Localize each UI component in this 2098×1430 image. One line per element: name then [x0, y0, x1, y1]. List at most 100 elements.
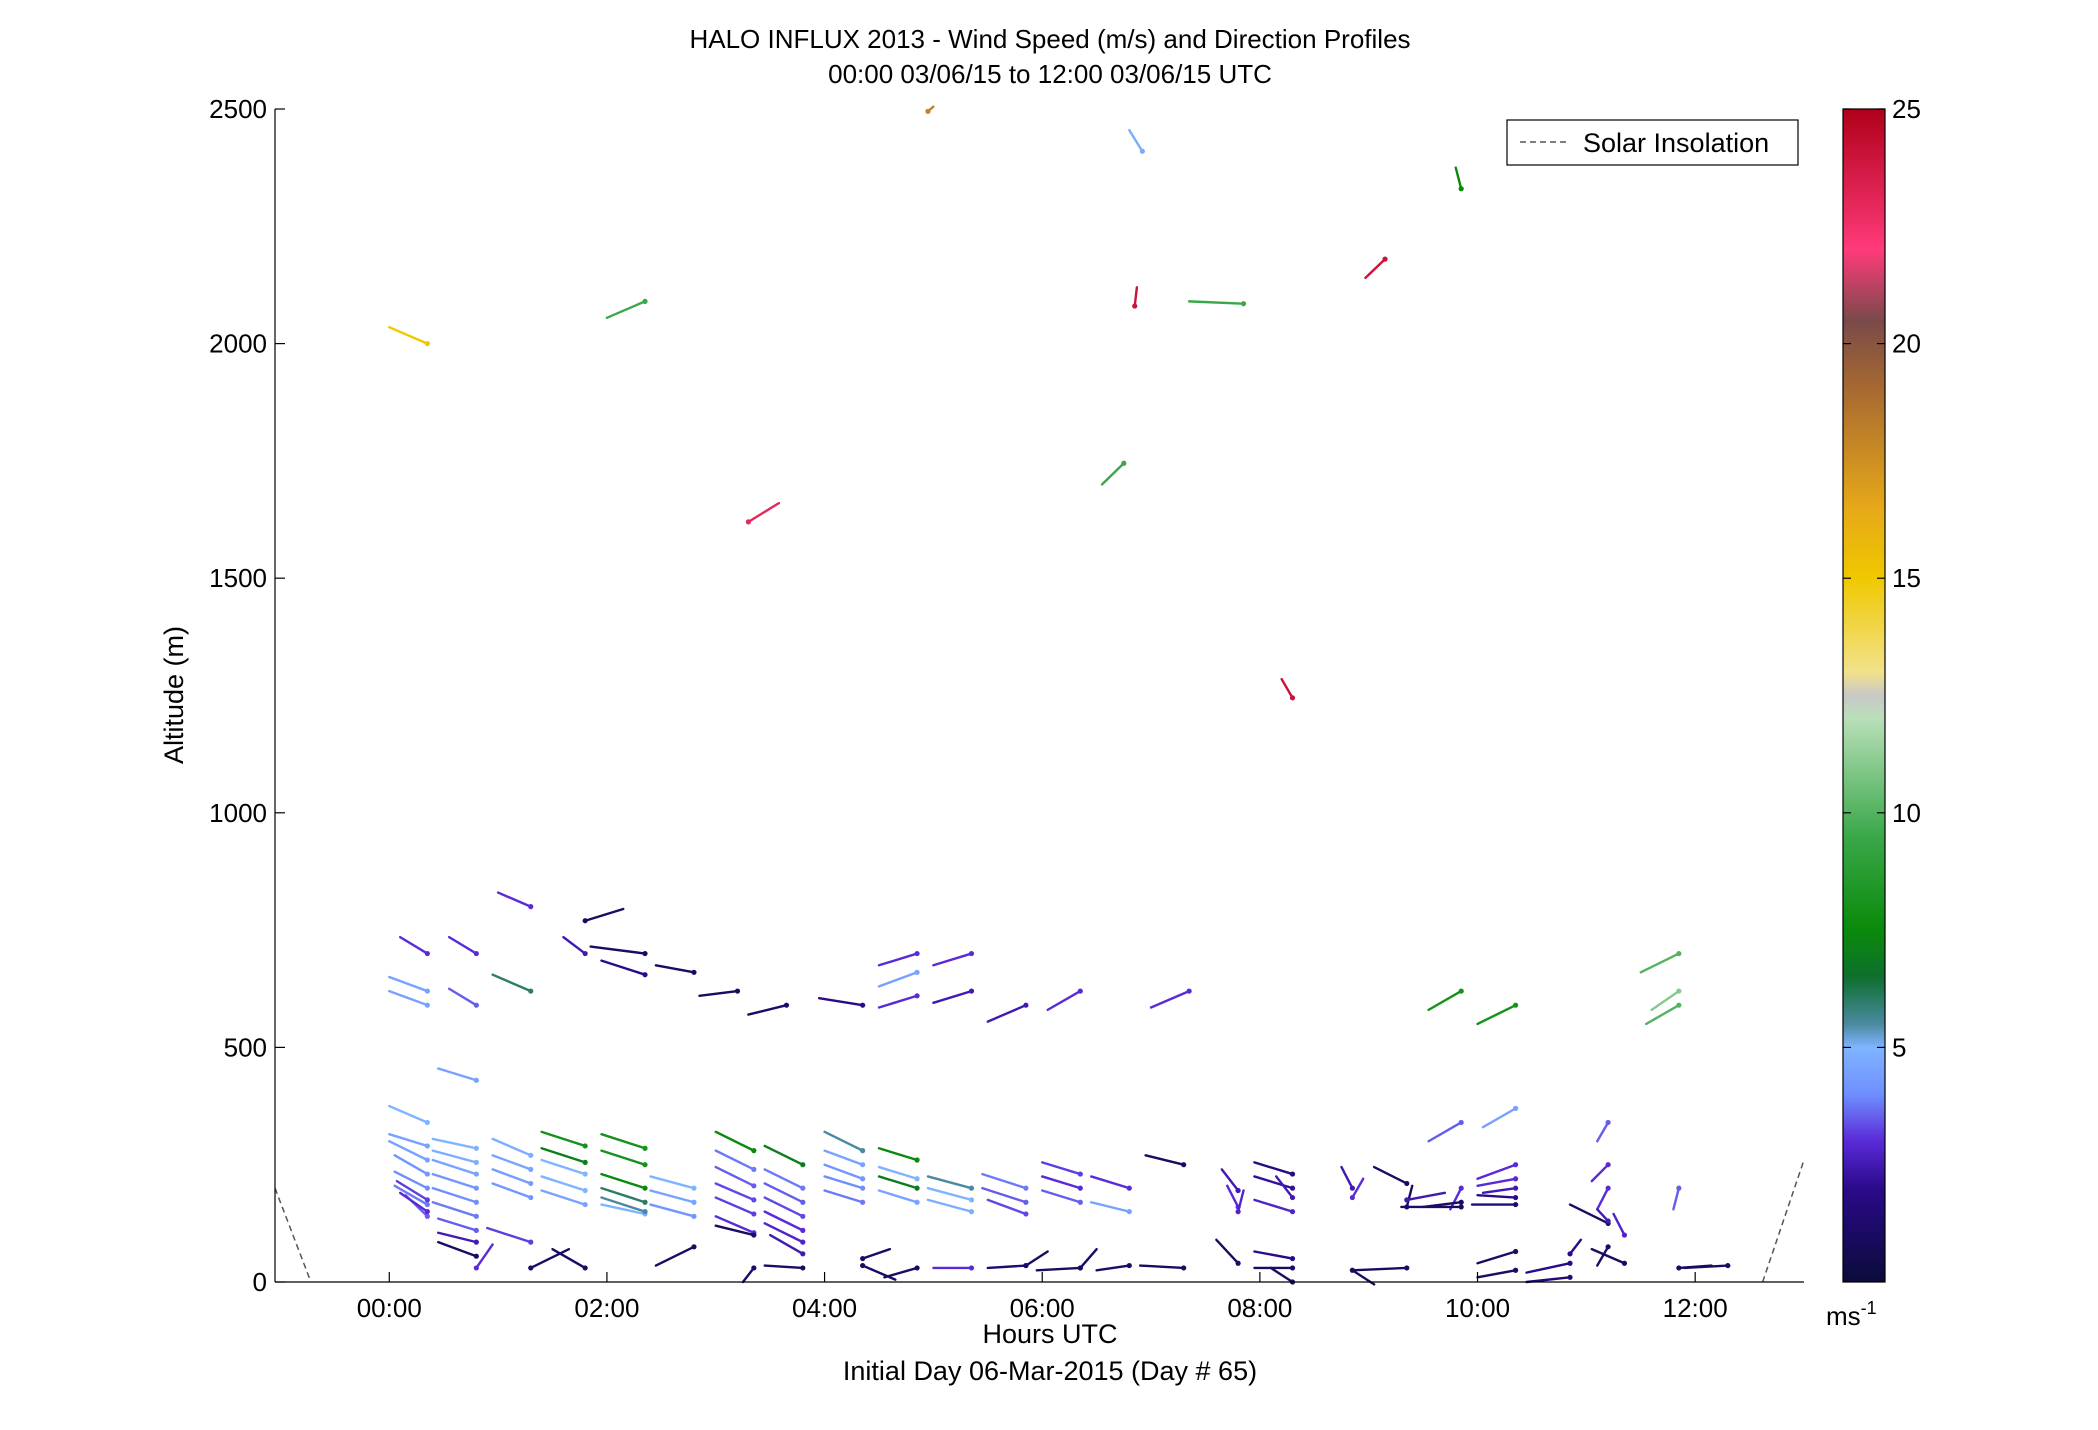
- wind-barb: [1236, 1189, 1245, 1213]
- wind-barb: [763, 1182, 805, 1204]
- wind-barb: [649, 1189, 696, 1204]
- wind-barb: [491, 1168, 532, 1185]
- colorbar-unit: ms: [1826, 1301, 1861, 1331]
- wind-barb: [388, 1140, 429, 1162]
- wind-barb-point: [968, 1185, 975, 1191]
- wind-barb: [1568, 1238, 1583, 1256]
- wind-barb-point: [1513, 1185, 1519, 1191]
- wind-barb: [1645, 1003, 1681, 1026]
- wind-barb-point: [860, 1148, 866, 1154]
- wind-barb-point: [473, 1159, 479, 1165]
- wind-barb: [475, 1243, 494, 1270]
- wind-barb-point: [1676, 1265, 1682, 1271]
- wind-barb: [431, 1137, 478, 1150]
- wind-barb: [877, 1147, 919, 1162]
- wind-barb-point: [691, 1213, 697, 1219]
- wind-barb-point: [1126, 1209, 1132, 1215]
- wind-barb-point: [860, 1199, 866, 1205]
- wind-barb: [388, 975, 429, 993]
- wind-barb-point: [800, 1162, 806, 1168]
- wind-barb-point: [1023, 1185, 1029, 1191]
- wind-barb-point: [1289, 1255, 1296, 1262]
- wind-barb: [491, 1182, 532, 1199]
- wind-barb: [1481, 1186, 1517, 1195]
- wind-barb-point: [1458, 1199, 1464, 1205]
- wind-barb: [491, 1154, 532, 1171]
- wind-barb-point: [691, 969, 697, 975]
- wind-barb: [1253, 1161, 1294, 1176]
- x-tick-label: 00:00: [357, 1293, 422, 1323]
- wind-barb-point: [1077, 988, 1083, 994]
- wind-barb: [747, 1003, 788, 1016]
- solar-insolation-line: [1761, 1159, 1805, 1283]
- wind-barb: [447, 987, 478, 1007]
- wind-barb-point: [1404, 1265, 1410, 1271]
- wind-barb-point: [1289, 1194, 1296, 1201]
- wind-barb: [714, 1165, 756, 1188]
- wind-barb: [1476, 1250, 1517, 1265]
- wind-barb: [877, 1175, 919, 1190]
- wind-barb: [447, 935, 478, 955]
- wind-barb-point: [1235, 1260, 1241, 1266]
- wind-barb: [583, 907, 625, 922]
- wind-barb-point: [1621, 1232, 1628, 1238]
- wind-barb-point: [1676, 988, 1682, 994]
- wind-barb: [437, 1231, 478, 1244]
- wind-barb: [763, 1264, 805, 1270]
- colorbar-tick-label: 5: [1892, 1032, 1906, 1062]
- wind-barb: [496, 891, 532, 908]
- wind-barb-point: [1132, 303, 1138, 309]
- wind-barb-point: [1240, 301, 1247, 307]
- wind-barb: [823, 1149, 864, 1166]
- wind-barb-point: [642, 1199, 648, 1205]
- wind-barb: [600, 1172, 647, 1190]
- wind-barb: [1672, 1186, 1681, 1211]
- wind-barb-point: [783, 1002, 790, 1008]
- wind-barb: [431, 1149, 478, 1164]
- wind-barb-point: [642, 950, 648, 957]
- wind-barb: [1568, 1203, 1610, 1225]
- wind-barb: [551, 1247, 587, 1270]
- wind-barb: [877, 971, 919, 988]
- wind-barb-point: [751, 1148, 757, 1154]
- wind-barb-point: [473, 1199, 479, 1205]
- wind-barb-point: [1605, 1218, 1611, 1224]
- wind-barb: [823, 1189, 864, 1204]
- wind-barb: [1351, 1266, 1408, 1272]
- wind-barb-point: [473, 1171, 479, 1177]
- wind-barb: [1079, 1247, 1098, 1270]
- wind-barb-point: [473, 1213, 479, 1219]
- colorbar-scale: [1842, 108, 1886, 1283]
- wind-barb: [1041, 1189, 1082, 1204]
- wind-barb: [437, 1240, 478, 1258]
- wind-barb-point: [691, 1185, 697, 1191]
- wind-barb-point: [473, 1265, 479, 1271]
- wind-barb: [1476, 1193, 1517, 1199]
- wind-barb-point: [1605, 1119, 1611, 1126]
- wind-barb: [1144, 1154, 1185, 1166]
- wind-barb-point: [528, 1265, 534, 1271]
- wind-barb: [1149, 989, 1191, 1009]
- wind-barb: [395, 1179, 429, 1202]
- wind-barb-point: [1513, 1176, 1519, 1182]
- colorbar-unit-exponent: -1: [1861, 1298, 1877, 1318]
- x-tick-label: 04:00: [792, 1293, 857, 1323]
- wind-barb: [1089, 1175, 1131, 1190]
- wind-barb-point: [860, 1255, 866, 1262]
- wind-barb: [1596, 1186, 1610, 1211]
- wind-barb: [431, 1201, 478, 1218]
- wind-barb: [932, 989, 973, 1005]
- wind-barb: [1639, 952, 1681, 974]
- wind-barb-point: [473, 1145, 479, 1151]
- plot-background: [275, 109, 1804, 1282]
- wind-barb-point: [751, 1265, 757, 1271]
- wind-barb-point: [473, 950, 479, 957]
- x-tick-label: 12:00: [1663, 1293, 1728, 1323]
- colorbar-unit-label: ms-1: [1826, 1298, 1877, 1331]
- wind-barb: [763, 1210, 805, 1232]
- wind-barb-point: [642, 972, 648, 978]
- wind-barb: [932, 952, 973, 967]
- legend-label-solar-insolation: Solar Insolation: [1583, 128, 1769, 158]
- wind-barb: [986, 1198, 1028, 1216]
- wind-barb-point: [1181, 1265, 1187, 1271]
